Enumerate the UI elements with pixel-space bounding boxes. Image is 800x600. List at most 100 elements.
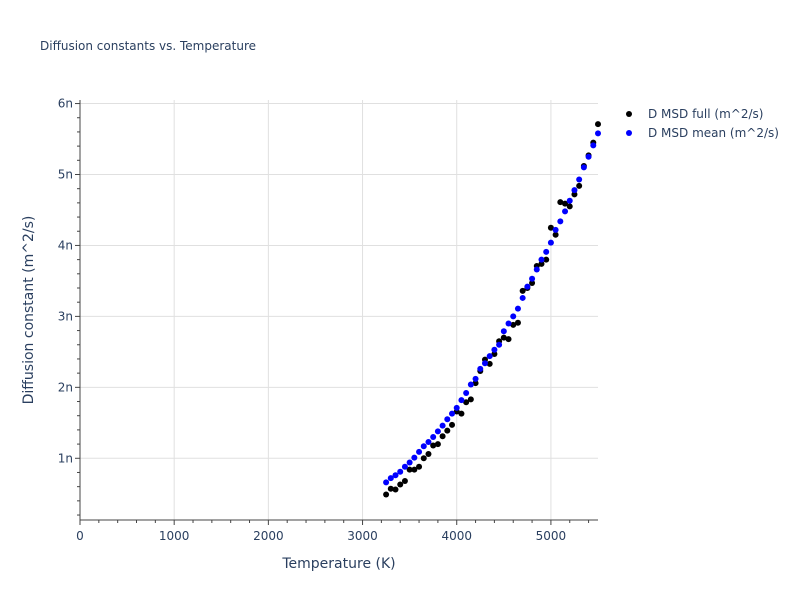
x-axis-title: Temperature (K) (281, 556, 395, 572)
data-point-series-1 (472, 380, 479, 387)
data-point-series-1 (401, 477, 408, 484)
data-point-series-1 (519, 287, 526, 294)
data-point-series-2 (524, 283, 531, 290)
data-point-series-2 (434, 428, 441, 435)
data-point-series-1 (543, 256, 550, 263)
y-tick-label: 2n (58, 380, 73, 394)
data-point-series-1 (444, 427, 451, 434)
data-point-series-1 (514, 319, 521, 326)
data-point-series-1 (383, 491, 390, 498)
data-point-series-2 (383, 479, 390, 486)
data-point-series-2 (514, 305, 521, 312)
x-tick-label: 3000 (347, 529, 378, 543)
data-point-series-2 (449, 410, 456, 417)
data-point-series-2 (543, 248, 550, 255)
data-point-series-2 (496, 341, 503, 348)
chart-title: Diffusion constants vs. Temperature (40, 39, 256, 53)
data-point-series-2 (562, 208, 569, 215)
data-point-series-2 (458, 397, 465, 404)
data-point-series-2 (444, 416, 451, 423)
data-point-series-1 (552, 231, 559, 238)
data-point-series-1 (392, 486, 399, 493)
data-point-series-1 (486, 360, 493, 367)
data-point-series-2 (477, 365, 484, 372)
data-point-series-2 (510, 313, 517, 320)
data-point-series-2 (439, 422, 446, 429)
data-point-series-1 (529, 280, 536, 287)
data-point-series-2 (463, 390, 470, 397)
x-tick-label: 5000 (536, 529, 567, 543)
data-point-series-1 (416, 463, 423, 470)
data-point-series-2 (585, 153, 592, 160)
x-tick-label: 1000 (159, 529, 190, 543)
data-point-series-2 (557, 218, 564, 225)
data-point-series-2 (590, 142, 597, 149)
data-point-series-1 (595, 121, 601, 128)
data-point-series-2 (529, 275, 536, 282)
data-point-series-2 (453, 404, 460, 411)
legend[interactable]: D MSD full (m^2/s) D MSD mean (m^2/s) (626, 107, 779, 140)
data-point-series-1 (566, 203, 573, 210)
y-tick-label: 4n (58, 238, 73, 252)
data-point-series-2 (547, 239, 554, 246)
legend-marker (626, 111, 632, 117)
data-points (383, 121, 601, 498)
data-point-series-2 (538, 256, 545, 263)
data-point-series-1 (439, 433, 446, 440)
data-point-series-1 (500, 334, 507, 341)
y-tick-label: 1n (58, 451, 73, 465)
data-point-series-1 (547, 224, 554, 231)
data-point-series-2 (580, 164, 587, 171)
data-point-series-1 (467, 396, 474, 403)
data-point-series-1 (458, 410, 465, 417)
grid (80, 100, 598, 520)
y-axis-title: Diffusion constant (m^2/s) (21, 216, 37, 405)
data-point-series-2 (467, 381, 474, 388)
data-point-series-2 (420, 443, 427, 450)
data-point-series-1 (430, 442, 437, 449)
data-point-series-2 (486, 353, 493, 360)
y-tick-label: 6n (58, 97, 73, 111)
data-point-series-1 (538, 260, 545, 267)
data-point-series-1 (425, 451, 432, 458)
data-point-series-2 (425, 438, 432, 445)
data-point-series-1 (420, 455, 427, 462)
legend-label: D MSD full (m^2/s) (648, 107, 763, 121)
data-point-series-2 (533, 266, 540, 273)
data-point-series-2 (411, 454, 418, 461)
data-point-series-1 (505, 336, 512, 343)
legend-label: D MSD mean (m^2/s) (648, 126, 779, 140)
data-point-series-1 (491, 350, 498, 357)
data-point-series-2 (387, 475, 394, 482)
data-point-series-2 (416, 448, 423, 455)
data-point-series-1 (387, 485, 394, 492)
data-point-series-2 (500, 328, 507, 335)
data-point-series-1 (571, 191, 578, 198)
data-point-series-2 (566, 197, 573, 204)
data-point-series-1 (557, 199, 564, 206)
data-point-series-2 (406, 459, 413, 466)
data-point-series-2 (401, 463, 408, 470)
data-point-series-2 (397, 468, 404, 475)
y-tick-label: 3n (58, 309, 73, 323)
data-point-series-2 (472, 375, 479, 382)
x-tick-label: 2000 (253, 529, 284, 543)
axes: 0 1000 2000 3000 4000 5000 1n 2n 3n 4n 5n 6n (58, 97, 598, 543)
x-tick-label: 4000 (441, 529, 472, 543)
legend-item[interactable]: D MSD mean (m^2/s) (626, 126, 779, 140)
data-point-series-1 (562, 200, 569, 207)
data-point-series-1 (510, 321, 517, 328)
legend-marker (626, 130, 632, 136)
data-point-series-1 (434, 441, 441, 448)
data-point-series-2 (491, 346, 498, 353)
legend-item[interactable]: D MSD full (m^2/s) (626, 107, 763, 121)
data-point-series-1 (406, 466, 413, 473)
data-point-series-1 (397, 481, 404, 488)
data-point-series-2 (392, 472, 399, 479)
data-point-series-2 (576, 176, 583, 183)
data-point-series-1 (463, 399, 470, 406)
data-point-series-1 (411, 466, 418, 473)
data-point-series-2 (552, 226, 559, 233)
